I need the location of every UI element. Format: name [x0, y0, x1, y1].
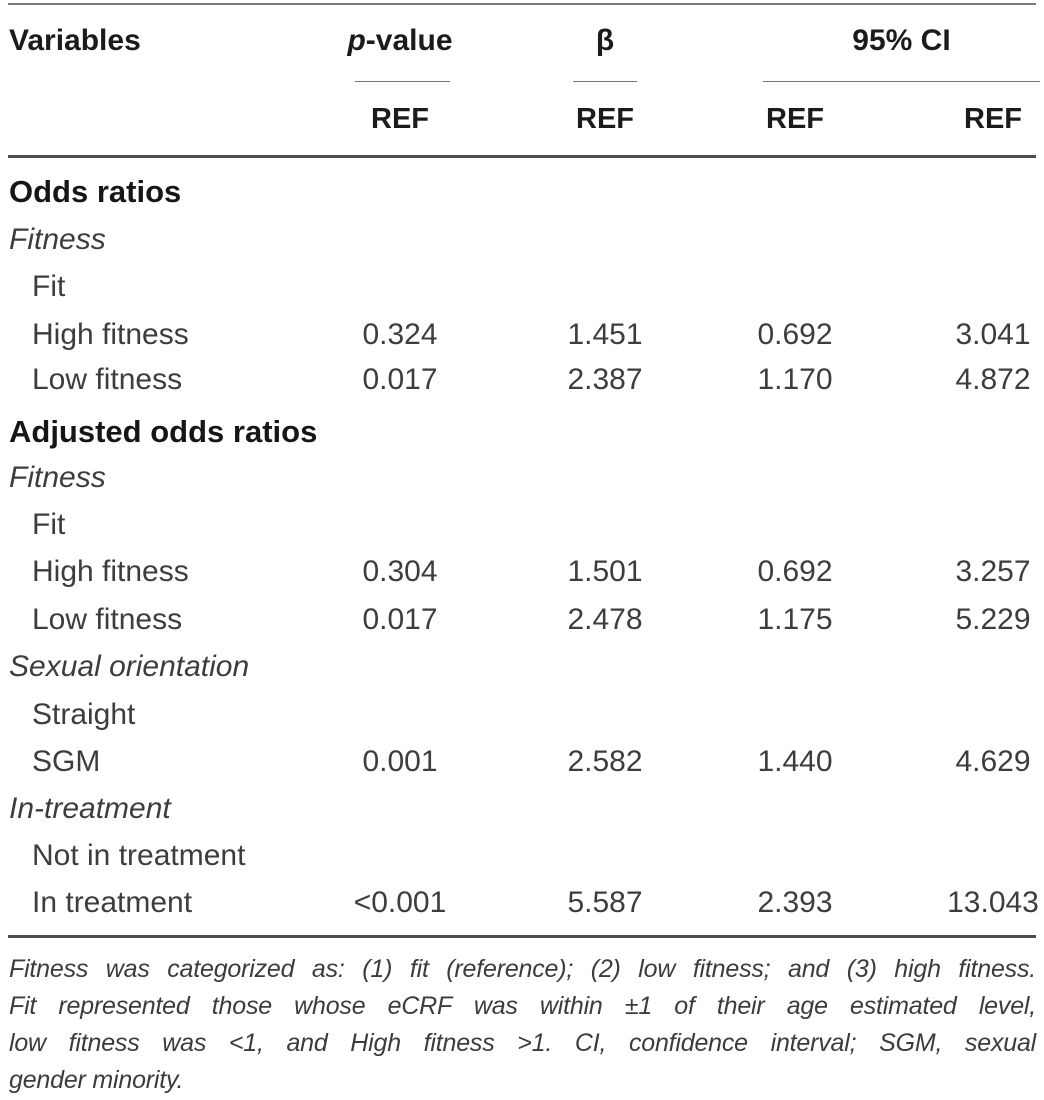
ci-high-cell: 13.043: [947, 886, 1039, 919]
p-value-cell: <0.001: [353, 886, 447, 919]
table-row-fit: Fit: [0, 270, 1044, 304]
ci-low-cell: 0.692: [757, 318, 833, 351]
table-row-sgm: SGM 0.001 2.582 1.440 4.629: [0, 745, 1044, 779]
beta-spanner-rule: [573, 81, 637, 82]
ci-high-cell: 3.041: [955, 318, 1031, 351]
ci-high-cell: 3.257: [955, 555, 1031, 588]
row-label: Sexual orientation: [9, 650, 250, 683]
p-value-spanner-rule: [355, 81, 450, 82]
row-label: In treatment: [32, 886, 193, 919]
table-row-fitness: Fitness: [0, 223, 1044, 257]
ci-low-cell: 1.175: [757, 603, 833, 636]
table-row-high-fitness: High fitness 0.304 1.501 0.692 3.257: [0, 555, 1044, 589]
ci-low-cell: 2.393: [757, 886, 833, 919]
row-label: Fitness: [9, 223, 106, 256]
column-header-variables: Variables: [9, 24, 141, 57]
column-header-beta: β: [595, 24, 615, 57]
table-row-fit: Fit: [0, 508, 1044, 542]
row-label: Low fitness: [32, 603, 183, 636]
table-row-straight: Straight: [0, 698, 1044, 732]
top-rule: [8, 3, 1036, 5]
p-value-cell: 0.001: [362, 745, 438, 778]
table-row-sexual-orientation: Sexual orientation: [0, 650, 1044, 684]
p-value-cell: 0.304: [362, 555, 438, 588]
bottom-rule: [8, 935, 1036, 938]
p-value-rest: -value: [365, 24, 453, 57]
row-label: Fitness: [9, 461, 106, 494]
footnote-line: gender minority.: [9, 1066, 184, 1094]
beta-cell: 1.451: [567, 318, 643, 351]
table-row-high-fitness: High fitness 0.324 1.451 0.692 3.041: [0, 318, 1044, 352]
table-header-row: Variables p-value β 95% CI: [0, 24, 1044, 58]
header-separator-rule: [8, 155, 1036, 158]
table-row-not-in-treatment: Not in treatment: [0, 839, 1044, 873]
ci-high-cell: 5.229: [955, 603, 1031, 636]
row-label: Fit: [32, 508, 66, 541]
ref-header-beta: REF: [576, 103, 634, 135]
p-value-cell: 0.017: [362, 363, 438, 396]
row-label: Adjusted odds ratios: [9, 414, 318, 449]
beta-cell: 2.582: [567, 745, 643, 778]
table-row-fitness: Fitness: [0, 461, 1044, 495]
ci-high-cell: 4.629: [955, 745, 1031, 778]
beta-cell: 5.587: [567, 886, 643, 919]
footnote-line: low fitness was <1, and High fitness >1.…: [9, 1029, 1036, 1057]
ci-low-cell: 0.692: [757, 555, 833, 588]
table-row-adjusted-odds-ratios: Adjusted odds ratios: [0, 415, 1044, 449]
ref-header-ci-low: REF: [766, 103, 824, 135]
row-label: Straight: [32, 698, 136, 731]
table-row-low-fitness: Low fitness 0.017 2.478 1.175 5.229: [0, 603, 1044, 637]
p-value-cell: 0.017: [362, 603, 438, 636]
table-subheader-row: REF REF REF REF: [0, 103, 1044, 135]
ci-low-cell: 1.440: [757, 745, 833, 778]
ref-header-p: REF: [371, 103, 429, 135]
table-row-low-fitness: Low fitness 0.017 2.387 1.170 4.872: [0, 363, 1044, 397]
ci-low-cell: 1.170: [757, 363, 833, 396]
table-footnote: Fitness was categorized as: (1) fit (ref…: [9, 951, 1036, 1099]
row-label: Low fitness: [32, 363, 183, 396]
column-header-ci: 95% CI: [852, 24, 951, 57]
row-label: High fitness: [32, 318, 189, 351]
row-label: Odds ratios: [9, 174, 182, 209]
row-label: Fit: [32, 270, 66, 303]
row-label: Not in treatment: [32, 839, 246, 872]
beta-cell: 2.387: [567, 363, 643, 396]
footnote-line: Fit represented those whose eCRF was wit…: [9, 992, 1036, 1020]
beta-cell: 1.501: [567, 555, 643, 588]
p-value-cell: 0.324: [362, 318, 438, 351]
column-header-p-value: p-value: [320, 24, 480, 58]
table-row-in-treatment-group: In-treatment: [0, 792, 1044, 826]
footnote-line: Fitness was categorized as: (1) fit (ref…: [9, 955, 1036, 983]
table-row-odds-ratios: Odds ratios: [0, 175, 1044, 209]
table-row-in-treatment: In treatment <0.001 5.587 2.393 13.043: [0, 886, 1044, 920]
row-label: SGM: [32, 745, 101, 778]
beta-cell: 2.478: [567, 603, 643, 636]
ref-header-ci-high: REF: [964, 103, 1022, 135]
ci-high-cell: 4.872: [955, 363, 1031, 396]
row-label: High fitness: [32, 555, 189, 588]
ci-spanner-rule: [763, 81, 1040, 82]
p-value-italic-p: p: [347, 24, 366, 57]
row-label: In-treatment: [9, 792, 171, 825]
